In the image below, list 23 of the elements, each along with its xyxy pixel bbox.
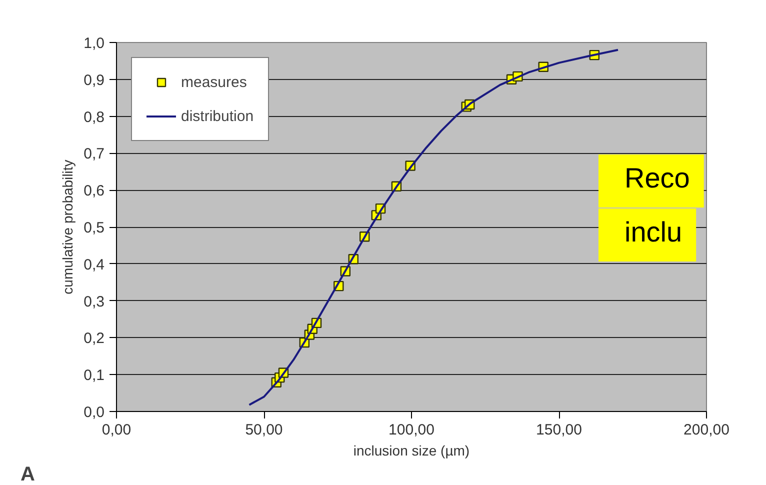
x-axis-title: inclusion size (µm) — [353, 442, 470, 458]
y-tick-label: 0,9 — [84, 72, 105, 89]
y-tick-label: 0,2 — [84, 330, 105, 348]
y-tick-label: 0,8 — [84, 108, 105, 126]
y-tick-label: 0,4 — [84, 256, 105, 274]
y-tick-label: 0,5 — [84, 220, 105, 236]
x-tick-label: 50,00 — [245, 422, 283, 438]
y-tick-label: 0,3 — [84, 293, 105, 310]
text: A — [20, 464, 35, 485]
x-tick-label: 150,00 — [536, 422, 582, 438]
x-tick-label: 200,00 — [684, 422, 730, 438]
y-axis-title: cumulative probability — [60, 160, 76, 294]
legend-label: measures — [181, 74, 247, 90]
x-tick-label: 0,00 — [102, 422, 132, 438]
legend-label: distribution — [181, 108, 254, 124]
y-tick-label: 0,6 — [84, 182, 105, 200]
y-tick-label: 0,0 — [84, 404, 105, 421]
y-tick-label: 0,7 — [84, 146, 105, 163]
x-tick-label: 100,00 — [388, 422, 434, 438]
annotation: inclu — [624, 216, 682, 248]
y-tick-label: 0,1 — [84, 367, 105, 384]
y-tick-label: 1,0 — [84, 35, 105, 52]
annotation: Reco — [624, 162, 690, 194]
